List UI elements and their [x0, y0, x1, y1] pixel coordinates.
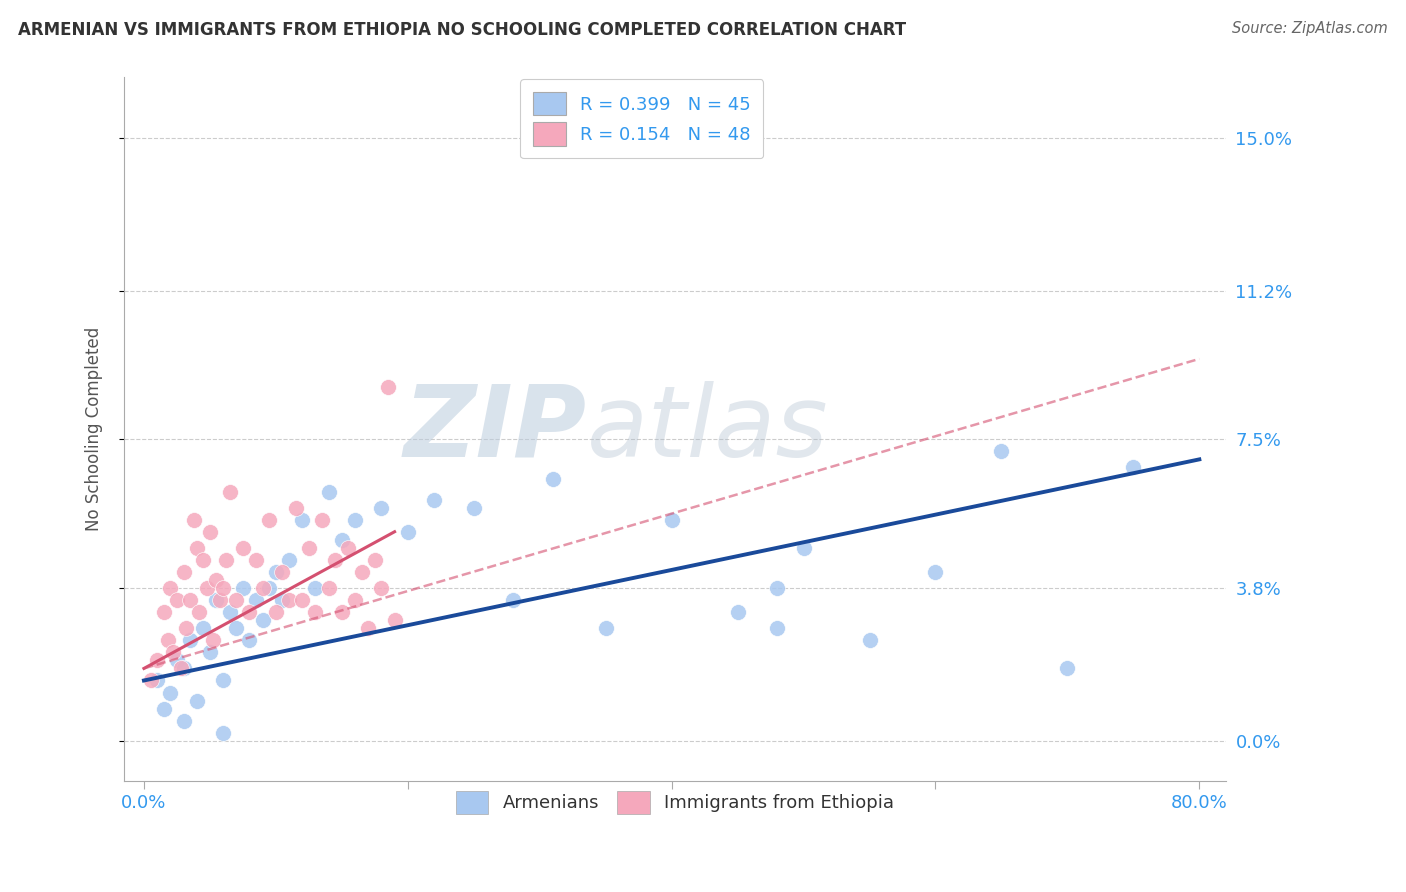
Point	[179, 633, 201, 648]
Point	[179, 593, 201, 607]
Point	[205, 593, 228, 607]
Point	[245, 553, 267, 567]
Point	[330, 605, 353, 619]
Point	[186, 693, 208, 707]
Point	[195, 581, 218, 595]
Point	[173, 661, 195, 675]
Point	[173, 565, 195, 579]
Point	[183, 513, 205, 527]
Point	[166, 653, 188, 667]
Point	[193, 621, 215, 635]
Point	[238, 633, 260, 648]
Point	[212, 725, 235, 739]
Point	[423, 492, 446, 507]
Point	[1056, 661, 1078, 675]
Point	[232, 541, 254, 555]
Point	[152, 605, 174, 619]
Point	[396, 524, 419, 539]
Point	[170, 661, 193, 675]
Point	[146, 673, 169, 688]
Point	[793, 541, 815, 555]
Point	[188, 605, 211, 619]
Point	[173, 714, 195, 728]
Point	[330, 533, 353, 547]
Point	[259, 513, 281, 527]
Legend: Armenians, Immigrants from Ethiopia: Armenians, Immigrants from Ethiopia	[444, 780, 905, 825]
Point	[209, 593, 232, 607]
Point	[156, 633, 179, 648]
Point	[343, 593, 366, 607]
Point	[304, 581, 326, 595]
Point	[252, 613, 274, 627]
Point	[152, 701, 174, 715]
Point	[370, 500, 392, 515]
Point	[318, 484, 340, 499]
Point	[201, 633, 224, 648]
Point	[259, 581, 281, 595]
Point	[291, 593, 314, 607]
Point	[343, 513, 366, 527]
Y-axis label: No Schooling Completed: No Schooling Completed	[86, 327, 103, 532]
Point	[291, 513, 314, 527]
Point	[384, 613, 406, 627]
Point	[232, 581, 254, 595]
Point	[463, 500, 485, 515]
Point	[337, 541, 360, 555]
Point	[159, 685, 181, 699]
Text: Source: ZipAtlas.com: Source: ZipAtlas.com	[1232, 21, 1388, 36]
Point	[323, 553, 346, 567]
Point	[238, 605, 260, 619]
Point	[377, 380, 399, 394]
Point	[215, 553, 238, 567]
Text: ZIP: ZIP	[404, 381, 586, 478]
Point	[166, 593, 188, 607]
Point	[218, 605, 240, 619]
Point	[350, 565, 373, 579]
Text: atlas: atlas	[586, 381, 828, 478]
Point	[727, 605, 749, 619]
Point	[212, 673, 235, 688]
Point	[146, 653, 169, 667]
Point	[245, 593, 267, 607]
Point	[924, 565, 946, 579]
Point	[284, 500, 307, 515]
Point	[278, 593, 301, 607]
Point	[225, 621, 247, 635]
Point	[174, 621, 197, 635]
Point	[766, 581, 789, 595]
Point	[661, 513, 683, 527]
Point	[357, 621, 380, 635]
Point	[298, 541, 321, 555]
Point	[271, 565, 294, 579]
Point	[304, 605, 326, 619]
Point	[186, 541, 208, 555]
Point	[318, 581, 340, 595]
Point	[364, 553, 387, 567]
Point	[162, 645, 184, 659]
Point	[990, 444, 1012, 458]
Point	[858, 633, 880, 648]
Point	[264, 605, 287, 619]
Point	[252, 581, 274, 595]
Point	[502, 593, 524, 607]
Point	[766, 621, 789, 635]
Point	[541, 473, 564, 487]
Point	[271, 593, 294, 607]
Point	[139, 673, 162, 688]
Point	[218, 484, 240, 499]
Point	[198, 524, 221, 539]
Point	[311, 513, 333, 527]
Point	[278, 553, 301, 567]
Point	[159, 581, 181, 595]
Text: ARMENIAN VS IMMIGRANTS FROM ETHIOPIA NO SCHOOLING COMPLETED CORRELATION CHART: ARMENIAN VS IMMIGRANTS FROM ETHIOPIA NO …	[18, 21, 907, 38]
Point	[212, 581, 235, 595]
Point	[1122, 460, 1144, 475]
Point	[198, 645, 221, 659]
Point	[595, 621, 617, 635]
Point	[193, 553, 215, 567]
Point	[264, 565, 287, 579]
Point	[225, 593, 247, 607]
Point	[370, 581, 392, 595]
Point	[205, 573, 228, 587]
